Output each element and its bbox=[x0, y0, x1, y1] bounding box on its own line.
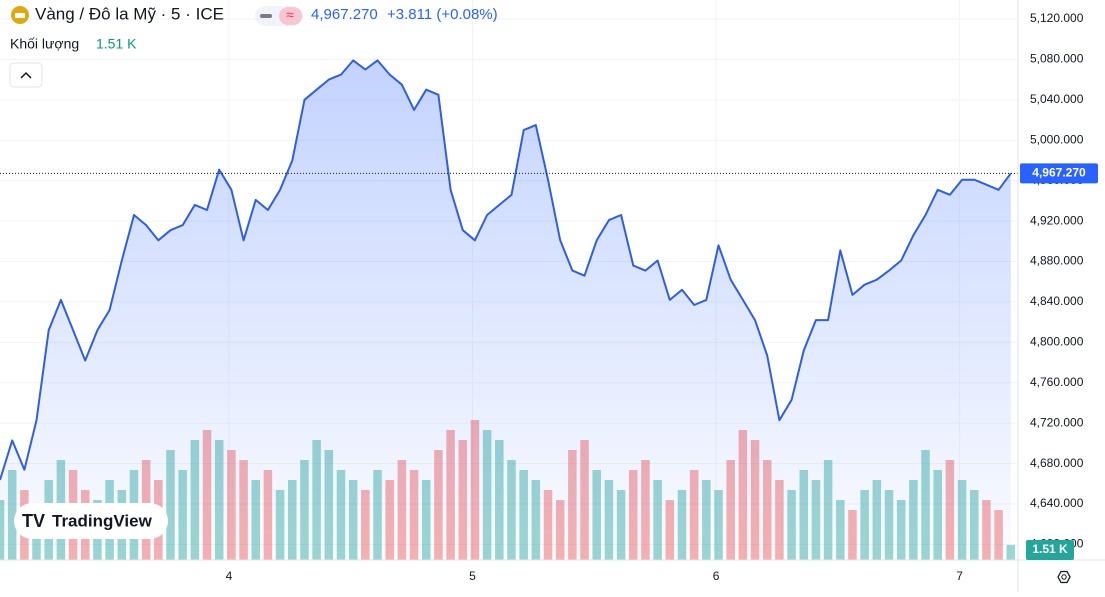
status-icon bbox=[279, 7, 302, 25]
y-tick-label: 5,080.000 bbox=[1030, 52, 1084, 66]
volume-value: 1.51 K bbox=[96, 36, 137, 52]
last-price-badge bbox=[1020, 163, 1098, 184]
status-icon bbox=[260, 14, 272, 18]
volume-badge-label: 1.51 K bbox=[1032, 542, 1068, 556]
last-price: 4,967.270 bbox=[311, 6, 378, 23]
volume-badge bbox=[1026, 540, 1074, 560]
logo-mark: TV bbox=[22, 511, 45, 531]
settings-button[interactable] bbox=[1057, 570, 1071, 584]
collapse-button[interactable] bbox=[9, 62, 43, 88]
y-tick-label: 5,000.000 bbox=[1030, 132, 1084, 146]
y-tick-label: 5,120.000 bbox=[1030, 11, 1084, 25]
logo-box[interactable] bbox=[14, 503, 168, 539]
x-tick-label: 5 bbox=[469, 569, 476, 583]
last-price-label: 4,967.270 bbox=[1032, 165, 1086, 179]
y-tick-label: 5,040.000 bbox=[1030, 92, 1084, 106]
x-tick-label: 4 bbox=[226, 569, 233, 583]
axes: 4,600.0004,640.0004,680.0004,720.0004,76… bbox=[226, 11, 1098, 583]
y-tick-label: 4,840.000 bbox=[1030, 294, 1084, 308]
collapse-icon bbox=[20, 71, 32, 79]
y-tick-label: 4,800.000 bbox=[1030, 335, 1084, 349]
symbol-icon bbox=[15, 13, 25, 18]
symbol-title: Vàng / Đô la Mỹ · 5 · ICE bbox=[35, 4, 224, 23]
status-icon: ≈ bbox=[286, 7, 294, 23]
volume-title: Khối lượng bbox=[10, 36, 79, 52]
area-fill bbox=[0, 60, 1011, 561]
settings-icon bbox=[1061, 574, 1067, 580]
y-tick-label: 4,680.000 bbox=[1030, 456, 1084, 470]
plot bbox=[0, 59, 1018, 561]
price-change: +3.811 (+0.08%) bbox=[387, 6, 498, 23]
x-tick-label: 6 bbox=[713, 569, 720, 583]
y-tick-label: 4,640.000 bbox=[1030, 496, 1084, 510]
logo-text: TradingView bbox=[52, 511, 153, 530]
y-tick-label: 4,880.000 bbox=[1030, 254, 1084, 268]
y-tick-label: 4,720.000 bbox=[1030, 415, 1084, 429]
price-line bbox=[0, 59, 1012, 481]
y-tick-label: 4,760.000 bbox=[1030, 375, 1084, 389]
x-tick-label: 7 bbox=[956, 569, 963, 583]
y-tick-label: 4,920.000 bbox=[1030, 213, 1084, 227]
